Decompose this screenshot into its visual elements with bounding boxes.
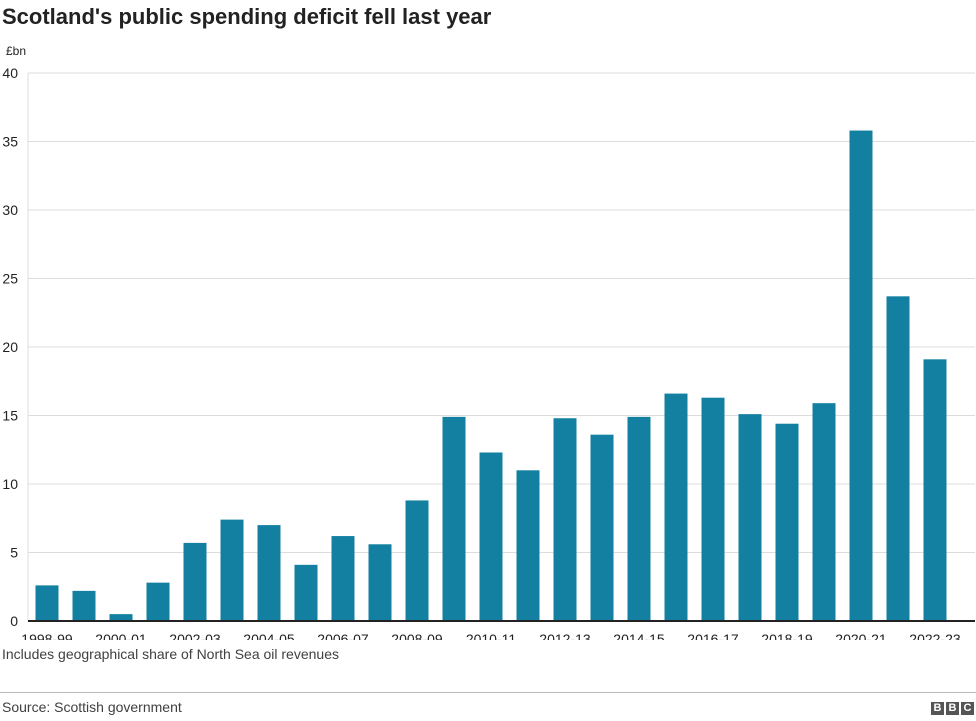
x-tick-label: 2008-09: [391, 631, 443, 640]
bar-2013-14: [590, 434, 614, 621]
bar-2003-04: [220, 519, 244, 621]
x-tick-label: 2002-03: [169, 631, 221, 640]
bar-2018-19: [775, 423, 799, 621]
x-tick-label: 2006-07: [317, 631, 369, 640]
bar-2009-10: [442, 416, 466, 621]
bar-2006-07: [331, 536, 355, 621]
bar-2020-21: [849, 130, 873, 622]
x-tick-label: 2000-01: [95, 631, 147, 640]
x-tick-label: 2010-11: [466, 631, 517, 640]
y-tick-label: 15: [2, 408, 18, 424]
footer-divider: [0, 692, 976, 693]
x-tick-label: 1998-99: [21, 631, 73, 640]
bar-2014-15: [627, 416, 651, 621]
y-axis-unit: £bn: [6, 44, 27, 58]
x-tick-label: 2016-17: [687, 631, 739, 640]
y-tick-label: 10: [2, 476, 18, 492]
bar-2008-09: [405, 500, 429, 621]
y-tick-label: 40: [2, 65, 18, 81]
bar-2001-02: [146, 582, 170, 621]
y-tick-label: 0: [10, 613, 18, 629]
y-tick-label: 35: [2, 134, 18, 150]
bar-1998-99: [35, 585, 59, 621]
x-tick-label: 2020-21: [835, 631, 887, 640]
bar-2000-01: [109, 614, 133, 621]
bar-2002-03: [183, 542, 207, 621]
bar-2022-23: [923, 359, 947, 621]
bar-2019-20: [812, 403, 836, 621]
x-tick-label: 2018-19: [761, 631, 813, 640]
bar-2017-18: [738, 414, 762, 621]
bar-2012-13: [553, 418, 577, 621]
chart-source: Source: Scottish government: [2, 699, 182, 715]
chart-note: Includes geographical share of North Sea…: [2, 646, 339, 662]
bar-chart: 0 5 10 15 20 25 30 35 40 1998-99 2000-01 2002-03 200…: [2, 65, 975, 640]
bar-2007-08: [368, 544, 392, 621]
y-tick-label: 5: [10, 545, 18, 561]
bar-2010-11: [479, 452, 503, 621]
y-tick-label: 25: [2, 271, 18, 287]
chart-title: Scotland's public spending deficit fell …: [2, 4, 492, 29]
bar-2011-12: [516, 470, 540, 621]
bar-2004-05: [257, 525, 281, 621]
x-tick-label: 2022-23: [909, 631, 961, 640]
x-tick-label: 2012-13: [539, 631, 591, 640]
x-tick-label: 2014-15: [613, 631, 665, 640]
bar-2005-06: [294, 564, 318, 621]
bar-2016-17: [701, 397, 725, 621]
bar-1999-00: [72, 590, 96, 621]
y-tick-label: 30: [2, 202, 18, 218]
bar-2021-22: [886, 296, 910, 621]
y-tick-label: 20: [2, 339, 18, 355]
x-tick-label: 2004-05: [243, 631, 295, 640]
bar-2015-16: [664, 393, 688, 621]
